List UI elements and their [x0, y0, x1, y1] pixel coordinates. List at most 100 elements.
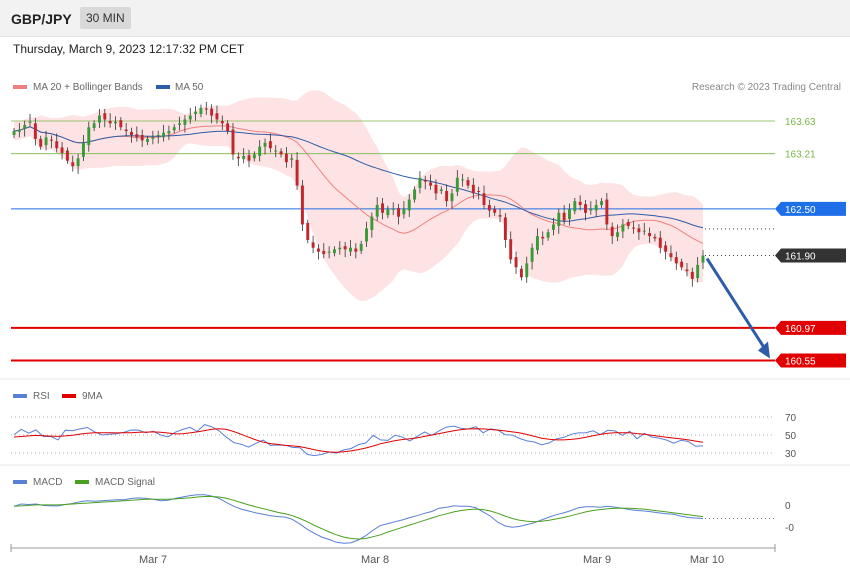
candle-body	[477, 191, 481, 192]
macd-legend-swatch	[13, 480, 27, 484]
candle-body	[551, 224, 555, 230]
candle-body	[439, 189, 443, 191]
x-tick-label: Mar 9	[583, 554, 611, 566]
macd-signal-line	[13, 496, 704, 540]
candle-body	[135, 134, 139, 138]
candle-body	[247, 155, 251, 161]
candle-body	[429, 182, 433, 186]
candle-body	[33, 123, 37, 139]
candle-body	[97, 115, 101, 123]
candle-body	[130, 131, 133, 135]
candle-body	[114, 121, 117, 124]
forecast-arrow	[705, 257, 770, 359]
candle-body	[28, 121, 32, 123]
level-tag-support	[775, 353, 846, 368]
candle-body	[434, 184, 438, 194]
rsi-tick-label: 70	[785, 413, 797, 424]
candle-body	[466, 180, 470, 186]
candle-body	[632, 227, 636, 229]
candle-body	[568, 208, 571, 219]
chart-datetime: Thursday, March 9, 2023 12:17:32 PM CET	[13, 42, 245, 56]
level-label-resistance: 163.63	[785, 117, 816, 128]
level-tag-current	[775, 248, 846, 263]
rsi-ma-legend-swatch	[62, 394, 76, 398]
candle-body	[268, 141, 272, 149]
candle-body	[300, 185, 304, 225]
candle-body	[242, 156, 246, 160]
candle-body	[503, 217, 507, 240]
candle-body	[397, 208, 401, 217]
candle-body	[49, 139, 53, 141]
candle-body	[600, 201, 603, 205]
candle-body	[252, 154, 256, 159]
x-ticks: Mar 7 Mar 8 Mar 9 Mar 10	[10, 544, 776, 566]
symbol-label: GBP/JPY	[11, 11, 72, 27]
candle-body	[92, 123, 96, 128]
candle-body	[605, 199, 609, 225]
candle-body	[183, 119, 187, 125]
candle-body	[354, 248, 358, 252]
candle-body	[103, 113, 107, 120]
candle-body	[194, 111, 198, 114]
x-tick-label: Mar 10	[690, 554, 724, 566]
candle-body	[525, 263, 529, 278]
level-tag-support	[775, 320, 846, 335]
candle-body	[407, 199, 411, 211]
candle-body	[690, 271, 694, 279]
level-tag-pivot	[775, 201, 846, 216]
chart-header-bar: GBP/JPY 30 MIN	[0, 0, 850, 37]
candle-body	[669, 253, 673, 258]
candle-body	[642, 230, 646, 232]
candle-body	[215, 113, 219, 120]
candle-body	[226, 123, 230, 132]
candle-body	[653, 236, 657, 239]
candle-body	[39, 138, 43, 147]
macd-signal-legend-swatch	[75, 480, 89, 484]
macd-grid: 0 -0	[705, 501, 794, 534]
candle-body	[172, 127, 176, 131]
candle-body	[365, 228, 368, 242]
candle-body	[594, 205, 598, 211]
candle-body	[167, 131, 171, 134]
candle-body	[349, 247, 352, 252]
x-axis: Mar 7 Mar 8 Mar 9 Mar 10	[10, 544, 776, 566]
candle-body	[322, 250, 326, 254]
candle-body	[108, 121, 112, 124]
candle-body	[359, 243, 363, 251]
candle-body	[375, 205, 379, 217]
candle-body	[188, 115, 192, 120]
candle-body	[626, 222, 630, 226]
candle-body	[648, 233, 652, 237]
rsi-panel: RSI 9MA 70 50 30	[11, 391, 797, 460]
candle-body	[306, 222, 310, 240]
candle-body	[482, 193, 486, 205]
x-tick-label: Mar 8	[361, 554, 389, 566]
candle-body	[279, 151, 283, 155]
timeframe-button[interactable]: 30 MIN	[80, 7, 131, 29]
candle-body	[402, 208, 406, 215]
candle-body	[71, 162, 75, 167]
x-tick-label: Mar 7	[139, 554, 167, 566]
candle-body	[332, 249, 336, 254]
candle-body	[87, 127, 91, 146]
candle-body	[621, 224, 625, 232]
candle-body	[578, 201, 582, 205]
macd-tick-label: -0	[785, 523, 794, 534]
candle-body	[17, 129, 21, 132]
candle-body	[680, 261, 684, 268]
ma20-legend-label: MA 20 + Bollinger Bands	[33, 82, 143, 93]
ma50-line	[13, 126, 704, 229]
rsi-tick-label: 30	[785, 449, 797, 460]
candle-body	[541, 236, 545, 239]
candle-body	[664, 245, 668, 252]
candle-body	[60, 147, 64, 153]
candle-body	[338, 247, 342, 250]
candle-body	[151, 137, 155, 139]
candle-body	[343, 246, 347, 250]
ma50-legend-label: MA 50	[175, 82, 204, 93]
candle-body	[573, 201, 577, 212]
candle-body	[311, 242, 315, 248]
macd-legend-label: MACD	[33, 477, 62, 488]
candle-body	[204, 108, 208, 110]
candle-body	[81, 142, 85, 157]
